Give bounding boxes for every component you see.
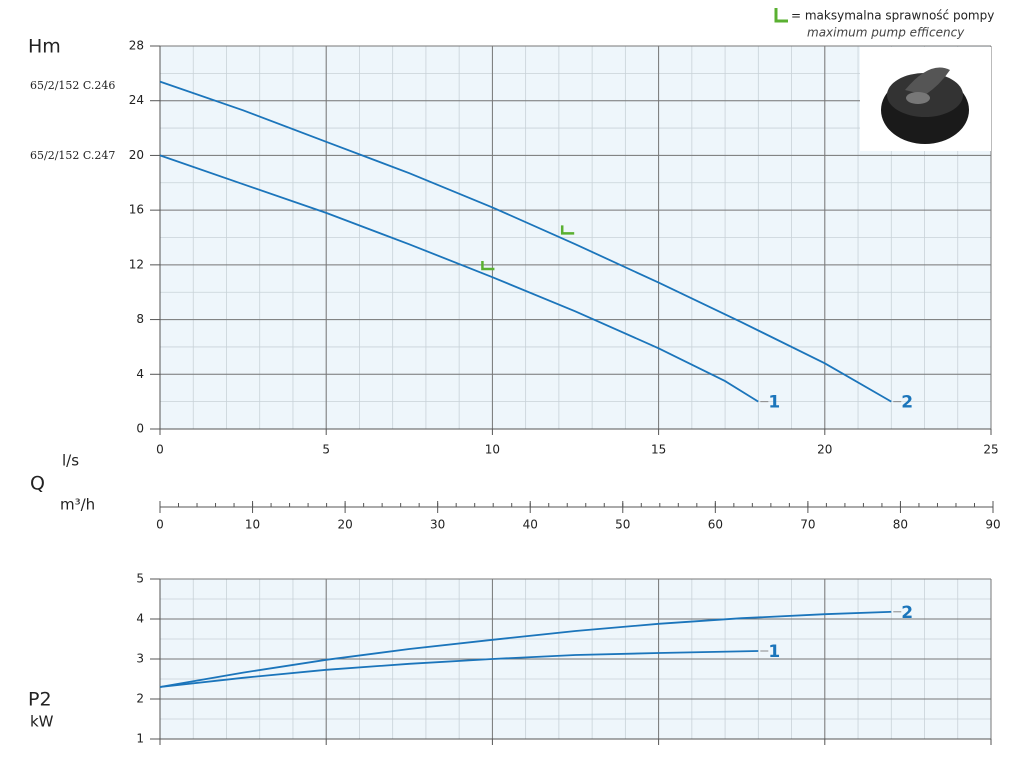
x2-tick-label: 70 (800, 518, 815, 532)
x2-tick-label: 80 (893, 518, 908, 532)
y-tick-label: 2 (136, 692, 144, 706)
y-tick-label: 1 (136, 732, 144, 746)
x2-tick-label: 0 (156, 518, 164, 532)
model-label: 65/2/152 C.246 (30, 79, 115, 92)
x-tick-label: 10 (485, 443, 500, 457)
x2-tick-label: 90 (985, 518, 1000, 532)
series-line (159, 610, 892, 688)
model-label: 65/2/152 C.247 (30, 149, 115, 162)
x-tick-label: 0 (156, 443, 164, 457)
x2-tick-label: 50 (615, 518, 630, 532)
y-tick-label: 12 (129, 257, 144, 271)
y-tick-label: 28 (129, 39, 144, 53)
x2-tick-label: 30 (430, 518, 445, 532)
series-label: 2 (901, 603, 913, 623)
impeller-hub (906, 92, 930, 104)
legend-text: = maksymalna sprawność pompy (791, 9, 994, 23)
efficiency-marker (481, 260, 495, 271)
impeller-vane (905, 67, 950, 95)
x-tick-label: 25 (983, 443, 998, 457)
x-tick-label: 5 (322, 443, 330, 457)
y-tick-label: 0 (136, 422, 144, 436)
x2-tick-label: 60 (708, 518, 723, 532)
x2-tick-label: 40 (523, 518, 538, 532)
y-tick-label: 4 (136, 367, 144, 381)
pump-impeller (881, 67, 969, 144)
x2-tick-label: 20 (337, 518, 352, 532)
y-tick-label: 5 (136, 572, 144, 586)
y-axis-label: Hm (28, 36, 61, 58)
y-tick-label: 16 (129, 203, 144, 217)
y-axis-label: P2 (28, 689, 52, 711)
series-label: 1 (768, 393, 780, 413)
y-tick-label: 4 (136, 612, 144, 626)
x-axis-label: Q (30, 473, 45, 495)
series-line (159, 154, 759, 403)
x-unit: l/s (62, 452, 79, 470)
y-tick-label: 24 (129, 93, 144, 107)
series-line (159, 80, 892, 403)
series-line (159, 650, 759, 688)
x-tick-label: 15 (651, 443, 666, 457)
efficiency-marker (560, 225, 575, 235)
y-tick-label: 8 (136, 312, 144, 326)
y-unit: kW (30, 713, 54, 731)
series-label: 2 (901, 393, 913, 413)
y-tick-label: 20 (129, 148, 144, 162)
legend-symbol (774, 8, 788, 23)
x-tick-label: 20 (817, 443, 832, 457)
x2-unit: m³/h (60, 496, 95, 514)
x2-tick-label: 10 (245, 518, 260, 532)
y-tick-label: 3 (136, 652, 144, 666)
legend-note: maximum pump efficency (807, 26, 965, 40)
series-label: 1 (768, 642, 780, 662)
